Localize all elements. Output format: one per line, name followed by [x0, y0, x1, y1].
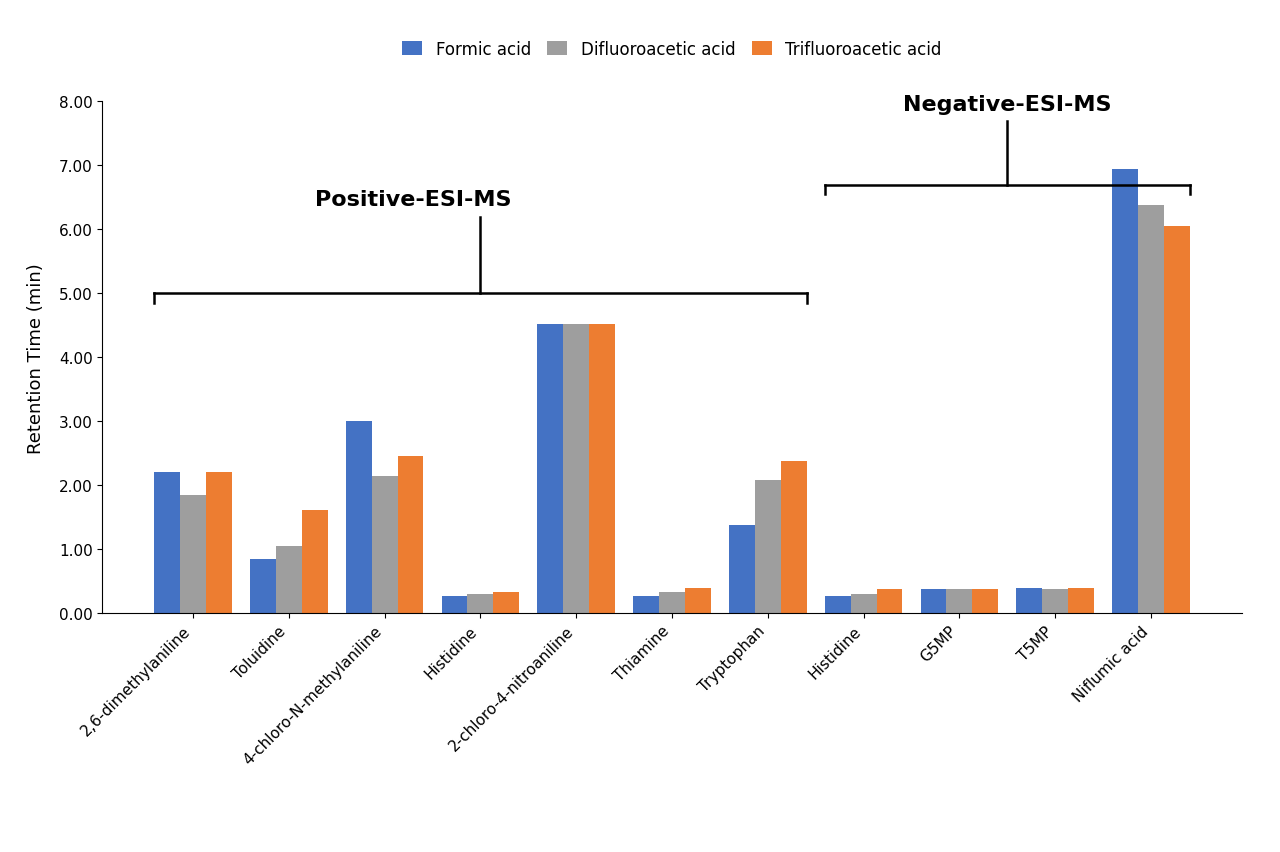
Bar — [302, 509, 328, 613]
Bar — [920, 590, 946, 613]
Bar — [346, 422, 371, 613]
Bar — [877, 590, 902, 613]
Bar — [206, 473, 232, 613]
Bar — [1068, 588, 1094, 613]
Bar — [1042, 590, 1068, 613]
Bar — [659, 592, 685, 613]
Bar — [467, 595, 493, 613]
Text: Negative-ESI-MS: Negative-ESI-MS — [904, 95, 1111, 115]
Bar — [276, 546, 302, 613]
Bar — [1138, 206, 1164, 613]
Bar — [973, 590, 998, 613]
Bar — [1016, 588, 1042, 613]
Bar — [634, 596, 659, 613]
Legend: Formic acid, Difluoroacetic acid, Trifluoroacetic acid: Formic acid, Difluoroacetic acid, Triflu… — [396, 34, 948, 66]
Bar — [946, 590, 973, 613]
Bar — [154, 473, 180, 613]
Bar — [398, 457, 424, 613]
Bar — [824, 596, 851, 613]
Text: Positive-ESI-MS: Positive-ESI-MS — [315, 190, 512, 210]
Bar — [685, 588, 710, 613]
Y-axis label: Retention Time (min): Retention Time (min) — [27, 262, 45, 453]
Bar — [250, 559, 276, 613]
Bar — [781, 462, 806, 613]
Bar — [442, 596, 467, 613]
Bar — [730, 525, 755, 613]
Bar — [755, 481, 781, 613]
Bar — [1164, 227, 1190, 613]
Bar — [851, 595, 877, 613]
Bar — [1112, 170, 1138, 613]
Bar — [589, 325, 614, 613]
Bar — [563, 325, 589, 613]
Bar — [371, 476, 398, 613]
Bar — [538, 325, 563, 613]
Bar — [493, 592, 520, 613]
Bar — [180, 495, 206, 613]
